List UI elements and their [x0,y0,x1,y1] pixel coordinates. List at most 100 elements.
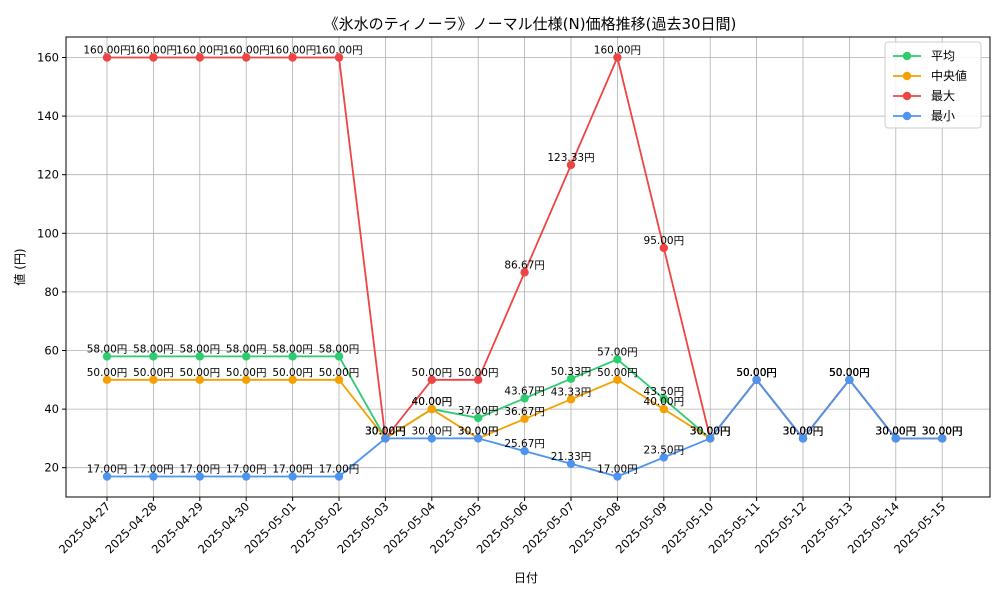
data-label-中央値: 40.00円 [412,396,453,408]
data-point-最小 [195,472,204,481]
data-label-平均: 58.00円 [87,343,128,355]
data-label-最大: 160.00円 [594,45,641,57]
legend-marker-平均 [902,51,912,61]
data-label-平均: 58.00円 [272,343,313,355]
data-point-最小 [891,434,900,443]
data-point-中央値 [334,375,344,385]
data-label-最小: 50.00円 [736,367,777,379]
data-label-最大: 86.67円 [504,259,545,271]
data-point-平均 [613,355,622,364]
data-label-平均: 43.67円 [504,385,545,397]
data-label-最小: 17.00円 [272,463,313,475]
data-point-平均 [242,352,251,361]
data-point-最小 [938,434,947,443]
data-label-中央値: 30.00円 [876,425,917,437]
data-label-最小: 30.00円 [412,425,453,437]
y-tick-label: 20 [44,461,59,475]
data-point-最小 [752,375,761,385]
data-label-中央値: 50.00円 [87,367,128,379]
data-label-平均: 50.00円 [829,367,870,379]
data-point-中央値 [195,375,204,385]
data-point-平均 [566,374,576,384]
data-point-平均 [195,352,204,361]
data-label-平均: 58.00円 [226,343,267,355]
data-label-最大: 50.00円 [736,367,777,379]
data-point-最小 [149,472,158,481]
data-label-平均: 37.00円 [458,405,499,417]
data-label-中央値: 50.00円 [226,367,267,379]
data-point-最小 [242,472,251,481]
data-label-最大: 160.00円 [315,45,362,57]
data-label-平均: 50.00円 [736,367,777,379]
data-label-中央値: 50.00円 [736,367,777,379]
data-point-最小 [334,472,344,481]
data-label-平均: 30.00円 [922,425,963,437]
data-point-最小 [706,434,715,443]
data-point-平均 [334,352,344,361]
data-point-平均 [520,394,529,403]
data-point-中央値 [613,375,622,385]
data-point-中央値 [566,395,576,404]
data-label-平均: 58.00円 [133,343,174,355]
data-point-最大 [242,53,251,62]
data-point-最大 [474,375,483,385]
data-point-平均 [659,394,668,404]
data-point-中央値 [427,404,436,414]
legend-label-最小: 最小 [931,109,955,123]
y-tick-label: 40 [44,402,59,416]
data-point-最小 [566,459,576,469]
y-tick-label: 160 [37,51,59,65]
data-point-最小 [520,446,529,456]
x-axis-ticks: 2025-04-272025-04-282025-04-292025-04-30… [56,497,948,556]
legend-box [884,41,982,129]
data-label-最大: 30.00円 [365,425,406,437]
data-label-平均: 30.00円 [876,425,917,437]
data-point-平均 [102,352,112,361]
data-label-最大: 50.00円 [412,367,453,379]
data-point-最大 [102,53,112,62]
data-point-最大 [149,53,158,62]
legend-marker-中央値 [902,71,912,81]
data-point-最大 [427,375,436,385]
data-label-最小: 25.67円 [504,438,545,450]
data-label-最大: 50.00円 [829,367,870,379]
data-label-最小: 21.33円 [551,451,592,463]
data-label-最小: 30.00円 [876,425,917,437]
data-point-最大 [195,53,204,62]
data-point-最大 [659,243,668,253]
data-point-最大 [613,53,622,62]
data-label-最小: 17.00円 [87,463,128,475]
data-label-中央値: 50.00円 [597,367,638,379]
data-point-平均 [149,352,158,361]
data-label-最小: 30.00円 [690,425,731,437]
data-label-最小: 17.00円 [597,463,638,475]
data-label-平均: 43.50円 [644,386,685,398]
data-label-中央値: 36.67円 [504,406,545,418]
data-point-最小 [613,472,622,481]
data-label-最大: 30.00円 [922,425,963,437]
data-label-中央値: 30.00円 [922,425,963,437]
data-label-平均: 57.00円 [597,346,638,358]
data-label-最大: 30.00円 [876,425,917,437]
y-tick-label: 100 [37,226,59,240]
data-label-最小: 17.00円 [226,463,267,475]
y-tick-label: 140 [37,109,59,123]
data-label-中央値: 50.00円 [180,367,221,379]
data-label-最大: 30.00円 [783,425,824,437]
data-label-平均: 30.00円 [783,425,824,437]
data-label-中央値: 50.00円 [133,367,174,379]
legend-marker-最大 [902,91,912,101]
data-point-最小 [288,472,297,481]
data-label-中央値: 30.00円 [783,425,824,437]
data-label-最大: 123.33円 [547,152,594,164]
data-label-平均: 50.33円 [551,366,592,378]
legend-label-平均: 平均 [931,49,955,63]
data-label-最大: 160.00円 [130,45,177,57]
data-label-中央値: 40.00円 [644,396,685,408]
data-point-平均 [474,413,483,423]
data-label-最大: 160.00円 [223,45,270,57]
data-point-最小 [659,453,668,462]
data-point-最大 [334,53,344,62]
data-label-最大: 50.00円 [458,367,499,379]
